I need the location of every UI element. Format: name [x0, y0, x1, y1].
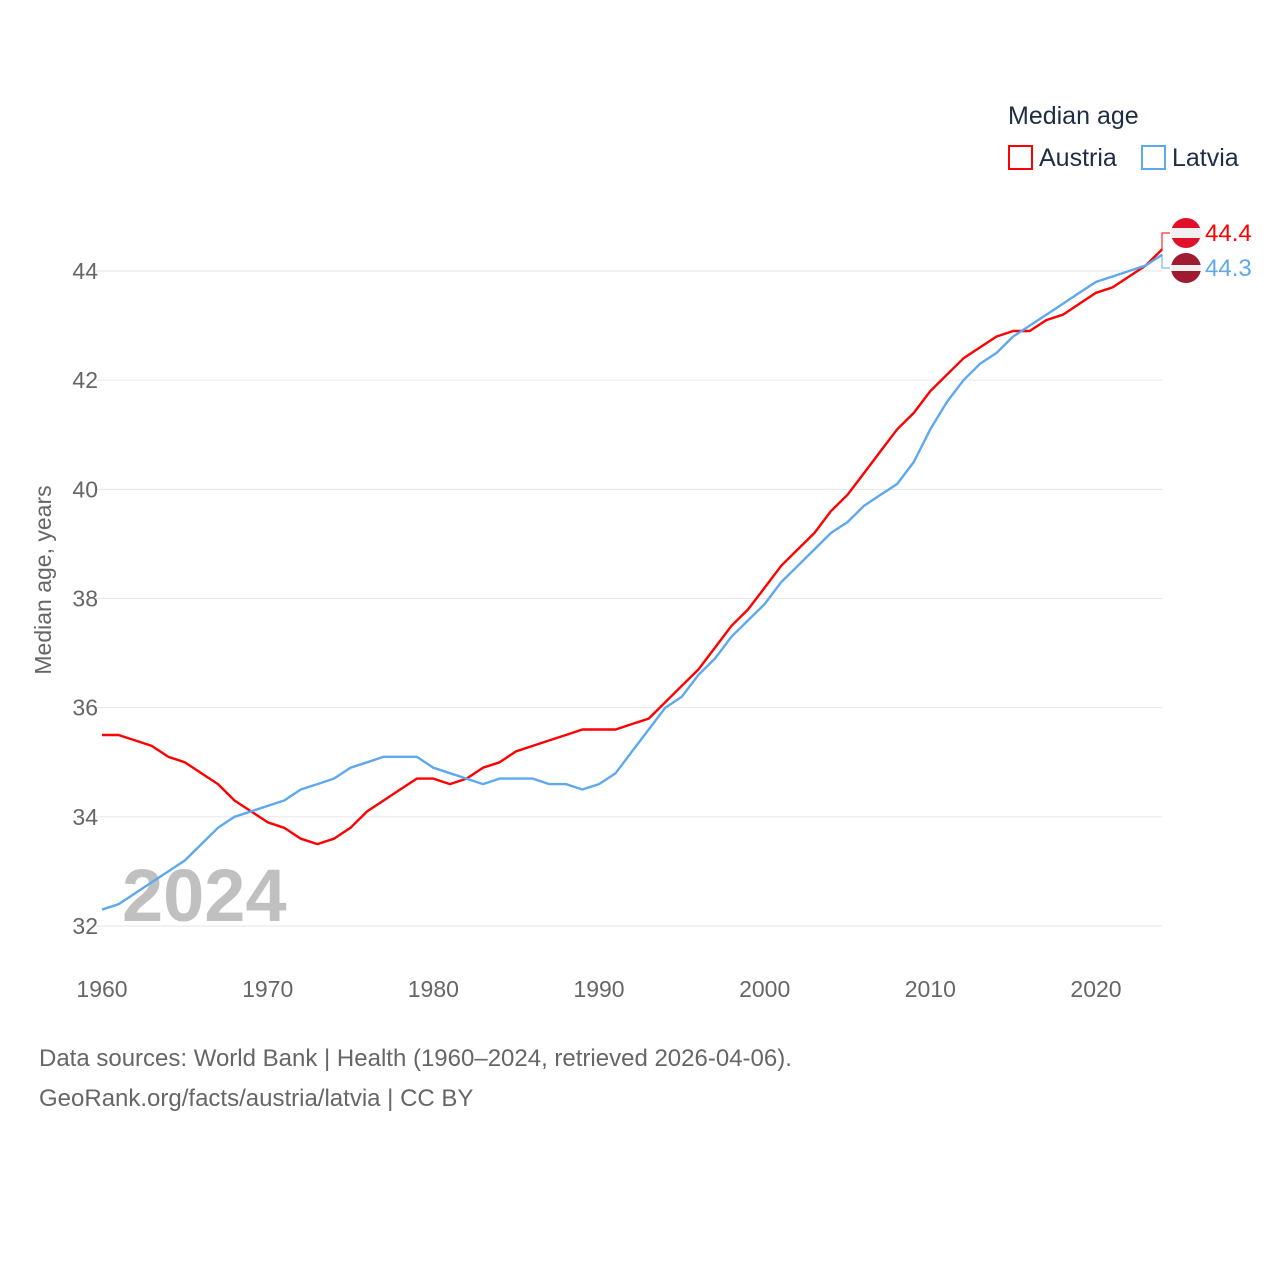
- y-tick-label: 40: [72, 476, 98, 502]
- x-tick-label: 1970: [242, 976, 293, 1002]
- y-tick-label: 32: [72, 913, 98, 939]
- legend-label-austria[interactable]: Austria: [1039, 144, 1117, 172]
- y-tick-label: 38: [72, 586, 98, 612]
- x-tick-label: 1990: [573, 976, 624, 1002]
- flag-stripe: [1171, 228, 1201, 238]
- year-watermark: 2024: [122, 854, 287, 937]
- legend-title: Median age: [1008, 102, 1139, 130]
- x-tick-label: 1980: [408, 976, 459, 1002]
- x-tick-label: 2000: [739, 976, 790, 1002]
- end-value-label: 44.3: [1205, 255, 1252, 282]
- y-tick-label: 44: [72, 258, 98, 284]
- x-tick-label: 1960: [76, 976, 127, 1002]
- legend-swatch-austria[interactable]: [1008, 145, 1033, 170]
- legend-swatch-latvia[interactable]: [1141, 145, 1166, 170]
- legend-label-latvia[interactable]: Latvia: [1172, 144, 1239, 172]
- y-tick-label: 34: [72, 804, 98, 830]
- end-label-connector: [1161, 254, 1170, 269]
- attribution-link[interactable]: GeoRank.org/facts/austria/latvia | CC BY: [39, 1085, 474, 1112]
- data-source-text: Data sources: World Bank | Health (1960–…: [39, 1045, 792, 1072]
- end-value-label: 44.4: [1205, 220, 1252, 247]
- y-axis-label: Median age, years: [30, 485, 56, 674]
- x-tick-label: 2020: [1070, 976, 1121, 1002]
- y-tick-label: 36: [72, 695, 98, 721]
- series-line-austria: [102, 248, 1164, 846]
- flag-stripe: [1171, 265, 1201, 271]
- end-label-connector: [1161, 232, 1170, 250]
- x-tick-label: 2010: [905, 976, 956, 1002]
- y-tick-label: 42: [72, 367, 98, 393]
- series-line-latvia: [101, 253, 1163, 911]
